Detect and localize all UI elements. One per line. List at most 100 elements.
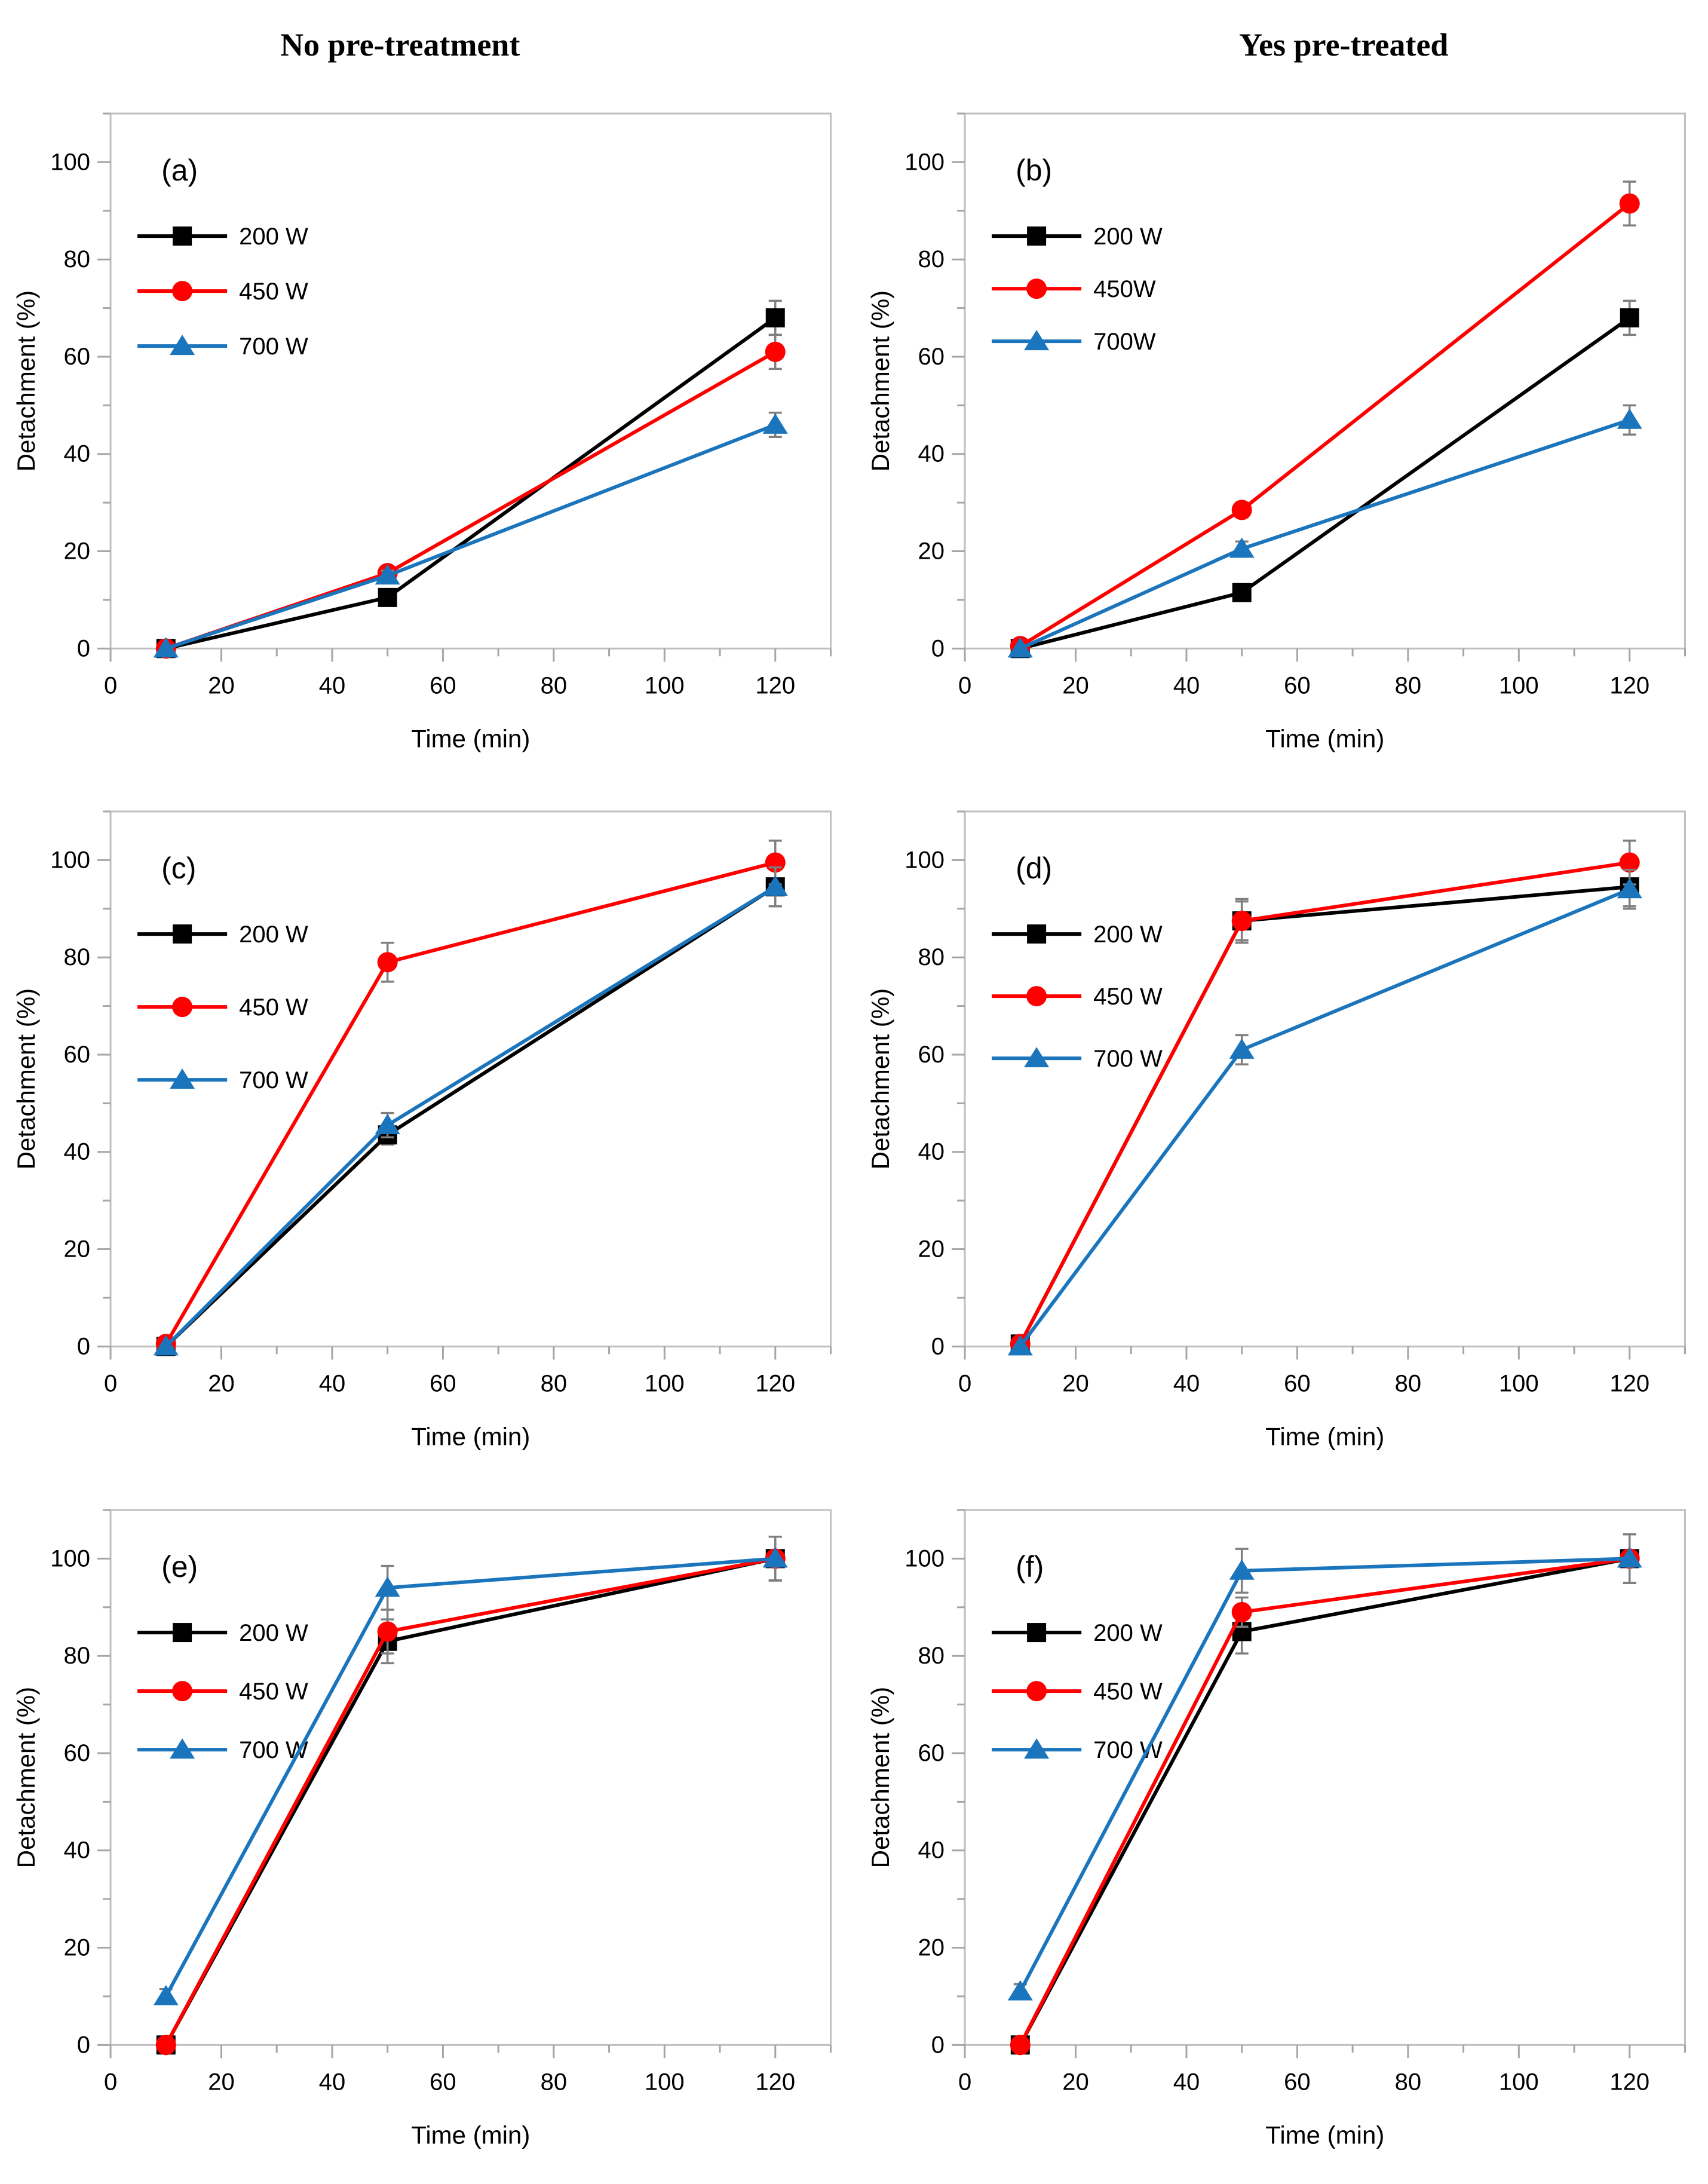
data-point-marker [1007, 1335, 1033, 1356]
legend-label: 700 W [239, 1067, 308, 1093]
x-tick-label: 40 [319, 1371, 346, 1397]
data-point-marker [377, 1621, 398, 1642]
x-tick-label: 80 [1394, 672, 1421, 699]
x-axis-label: Time (min) [411, 1423, 530, 1451]
y-tick-label: 40 [918, 1837, 945, 1863]
data-point-marker [1026, 1680, 1047, 1701]
legend-item: 700W [991, 329, 1155, 355]
x-tick-label: 80 [541, 672, 568, 699]
data-point-marker [765, 341, 786, 362]
x-tick-label: 0 [958, 672, 971, 699]
x-tick-label: 120 [755, 2069, 795, 2095]
legend-item: 700 W [991, 1737, 1162, 1763]
series-700-W [1007, 869, 1642, 1356]
y-tick-label: 0 [931, 635, 944, 661]
x-tick-label: 40 [1173, 672, 1200, 699]
panel-label: (d) [1016, 851, 1052, 885]
chart-panel-e: 0 20 40 60 80 100 0 20 40 60 80 100 120 Time (min) Det… [0, 1486, 854, 2184]
data-point-marker [1007, 637, 1033, 658]
y-tick-label: 80 [64, 1643, 91, 1669]
legend-item: 450W [991, 276, 1156, 302]
x-tick-label: 0 [104, 2069, 117, 2095]
x-tick-label: 0 [104, 1371, 117, 1397]
data-point-marker [375, 564, 400, 585]
y-tick-label: 0 [931, 2032, 944, 2058]
y-tick-label: 100 [50, 1545, 90, 1572]
legend-label: 200 W [1093, 921, 1163, 948]
x-tick-label: 0 [104, 672, 117, 699]
y-tick-label: 80 [64, 944, 91, 970]
series-700-W [153, 411, 788, 658]
panel-label: (c) [161, 851, 196, 885]
data-point-marker [173, 1622, 192, 1642]
x-axis-label: Time (min) [1265, 1423, 1384, 1451]
legend-item: 450 W [137, 994, 308, 1021]
series-700-W [153, 1535, 788, 2005]
data-point-marker [172, 1680, 193, 1701]
legend-label: 200 W [1093, 223, 1163, 250]
x-tick-label: 40 [1173, 2069, 1200, 2095]
legend-item: 700 W [137, 333, 308, 360]
y-tick-label: 80 [918, 944, 945, 970]
y-tick-label: 0 [77, 635, 90, 661]
legend-label: 450 W [239, 1678, 308, 1705]
x-tick-label: 80 [541, 1371, 568, 1397]
y-tick-label: 60 [918, 344, 945, 370]
data-point-marker [762, 1546, 788, 1568]
data-point-marker [1010, 2034, 1031, 2055]
x-tick-label: 0 [958, 1371, 971, 1397]
legend-item: 450 W [991, 984, 1162, 1010]
panel-label: (e) [161, 1550, 198, 1583]
y-tick-label: 80 [918, 246, 945, 272]
y-tick-label: 20 [918, 1934, 945, 1961]
data-point-marker [1231, 500, 1252, 520]
data-point-marker [155, 2034, 176, 2055]
x-tick-label: 100 [645, 672, 685, 699]
line-chart-f: 0 20 40 60 80 100 0 20 40 60 80 100 120 Time (min) Det… [866, 1509, 1686, 2149]
legend-item: 450 W [137, 1678, 308, 1705]
series-700-W [1007, 1533, 1642, 2001]
data-point-marker [1620, 308, 1639, 327]
data-point-marker [153, 637, 179, 658]
x-tick-label: 20 [208, 2069, 235, 2095]
legend-label: 450 W [1093, 1678, 1163, 1705]
y-tick-label: 100 [50, 149, 90, 175]
panel-label: (f) [1016, 1550, 1044, 1583]
x-tick-label: 60 [430, 1371, 456, 1397]
data-point-marker [1229, 537, 1255, 558]
legend-label: 200 W [239, 921, 308, 948]
data-point-marker [1617, 1546, 1642, 1568]
data-point-marker [1229, 1559, 1255, 1580]
x-tick-label: 120 [755, 672, 795, 699]
data-point-marker [1231, 1601, 1252, 1622]
data-point-marker [1026, 278, 1047, 299]
legend-label: 200 W [239, 223, 308, 250]
plot-border [109, 810, 832, 1348]
x-tick-label: 20 [1062, 1371, 1089, 1397]
x-tick-label: 100 [1498, 672, 1538, 699]
x-tick-label: 40 [319, 672, 346, 699]
legend-item: 200 W [991, 921, 1163, 948]
line-chart-b: 0 20 40 60 80 100 0 20 40 60 80 100 120 Time (min) Det… [866, 112, 1686, 752]
legend-label: 450W [1093, 276, 1156, 302]
data-point-marker [153, 1984, 179, 2005]
data-point-marker [1026, 226, 1046, 246]
legend-item: 200 W [137, 1620, 308, 1646]
x-axis-label: Time (min) [1265, 724, 1384, 752]
chart-panel-b: 0 20 40 60 80 100 0 20 40 60 80 100 120 Time (min) Det… [854, 90, 1708, 788]
data-point-marker [1023, 1738, 1049, 1759]
line-chart-d: 0 20 40 60 80 100 0 20 40 60 80 100 120 Time (min) Det… [866, 810, 1686, 1451]
data-point-marker [1619, 852, 1640, 873]
x-tick-label: 20 [208, 1371, 235, 1397]
data-point-marker [375, 1114, 400, 1135]
legend-label: 200 W [1093, 1620, 1163, 1646]
y-tick-label: 100 [50, 847, 90, 874]
data-point-marker [1007, 1980, 1033, 2001]
data-point-marker [1617, 408, 1642, 429]
x-tick-label: 60 [1284, 1371, 1311, 1397]
data-point-marker [172, 997, 193, 1018]
y-tick-label: 20 [64, 1236, 91, 1263]
y-tick-label: 20 [918, 538, 945, 564]
chart-panel-a: 0 20 40 60 80 100 0 20 40 60 80 100 120 Time (min) Det… [0, 90, 854, 788]
data-point-marker [1617, 878, 1642, 899]
